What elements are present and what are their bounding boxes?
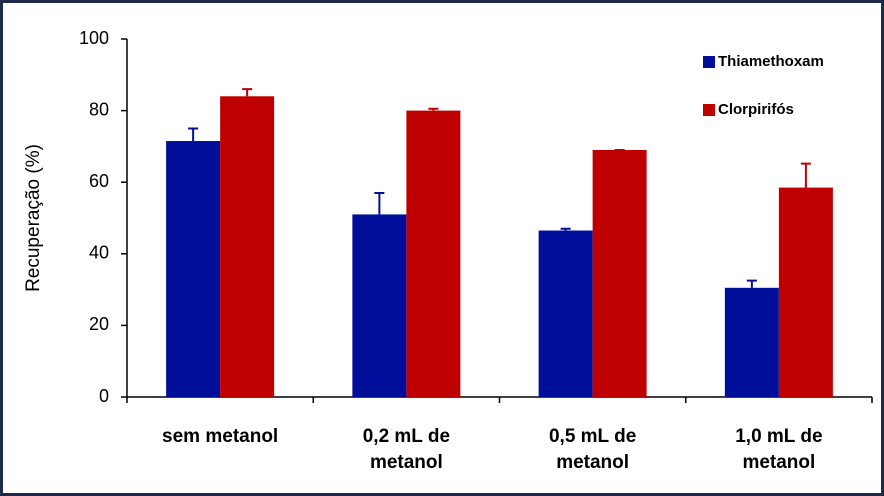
x-tick-label: 0,5 mL de — [549, 426, 636, 447]
legend-swatch — [703, 104, 715, 116]
x-tick-label: 1,0 mL de — [735, 426, 822, 447]
bar — [352, 214, 407, 397]
y-tick-label: 20 — [89, 314, 109, 334]
bar — [724, 287, 779, 397]
bar — [538, 230, 593, 397]
error-bar — [242, 88, 253, 97]
bar — [220, 96, 275, 397]
bar — [406, 110, 461, 397]
bar — [778, 187, 833, 397]
y-axis-label: Recuperação (%) — [23, 144, 44, 292]
x-tick-label: sem metanol — [162, 426, 278, 447]
y-tick-label: 100 — [79, 28, 109, 48]
y-tick-label: 80 — [89, 99, 109, 119]
error-bar — [800, 162, 811, 188]
x-tick-label: metanol — [370, 452, 443, 473]
x-tick-label: 0,2 mL de — [363, 426, 450, 447]
error-bar — [560, 227, 571, 231]
y-tick-label: 60 — [89, 171, 109, 191]
error-bar — [746, 279, 757, 288]
legend-swatch — [703, 56, 715, 68]
legend-label: Thiamethoxam — [718, 53, 824, 70]
bar — [592, 149, 647, 397]
error-bar — [374, 191, 385, 215]
y-tick-label: 40 — [89, 243, 109, 263]
legend-label: Clorpirifós — [718, 101, 794, 118]
bar — [166, 141, 221, 397]
x-tick-label: metanol — [742, 452, 815, 473]
error-bar — [428, 107, 439, 111]
x-tick-label: metanol — [556, 452, 629, 473]
error-bar — [188, 127, 199, 142]
y-tick-label: 0 — [99, 386, 109, 406]
